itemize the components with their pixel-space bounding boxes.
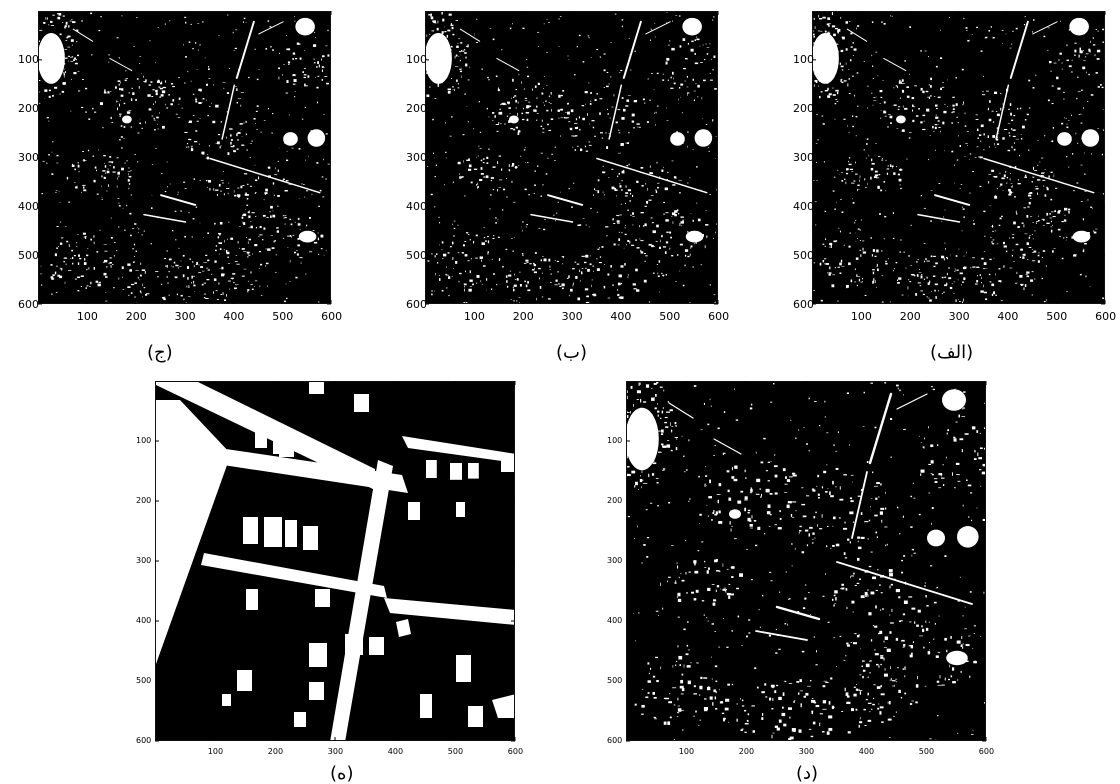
y-tick-label: 300 [406, 152, 427, 163]
x-tick-label: 600 [979, 748, 994, 756]
x-tick-label: 300 [175, 311, 196, 322]
y-tick-label: 100 [607, 437, 622, 445]
x-tick-label: 300 [799, 748, 814, 756]
mask-image [156, 382, 515, 741]
x-tick-label: 600 [1095, 311, 1116, 322]
mask-spots [38, 11, 331, 304]
y-tick-label: 500 [607, 677, 622, 685]
y-tick-label: 300 [607, 557, 622, 565]
y-tick-label: 100 [136, 437, 151, 445]
plot-area [155, 381, 515, 741]
y-tick-label: 400 [607, 617, 622, 625]
x-tick-label: 200 [739, 748, 754, 756]
y-tick-label: 600 [793, 299, 814, 310]
mask-image [627, 382, 986, 741]
x-tick-label: 200 [900, 311, 921, 322]
y-tick-label: 500 [793, 250, 814, 261]
y-tick-label: 200 [18, 103, 39, 114]
y-tick-label: 200 [406, 103, 427, 114]
y-tick-label: 500 [18, 250, 39, 261]
x-tick-label: 500 [919, 748, 934, 756]
y-tick-label: 100 [793, 54, 814, 65]
x-tick-label: 100 [208, 748, 223, 756]
mask-spots [812, 11, 1105, 304]
y-tick-label: 300 [136, 557, 151, 565]
x-tick-label: 500 [1046, 311, 1067, 322]
y-tick-label: 400 [136, 617, 151, 625]
x-tick-label: 100 [679, 748, 694, 756]
x-tick-label: 600 [708, 311, 729, 322]
x-tick-label: 200 [268, 748, 283, 756]
y-tick-label: 100 [406, 54, 427, 65]
y-tick-label: 200 [607, 497, 622, 505]
panel-caption: (ه) [330, 765, 353, 783]
x-tick-label: 500 [448, 748, 463, 756]
x-tick-label: 100 [851, 311, 872, 322]
panel-caption: (ب) [556, 344, 587, 362]
mask-image [426, 12, 718, 304]
x-tick-label: 100 [464, 311, 485, 322]
mask-spots [425, 12, 718, 304]
y-tick-label: 600 [607, 737, 622, 745]
x-tick-label: 200 [126, 311, 147, 322]
x-tick-label: 300 [949, 311, 970, 322]
mask-spots [626, 381, 986, 741]
x-tick-label: 400 [997, 311, 1018, 322]
y-tick-label: 100 [18, 54, 39, 65]
y-tick-label: 200 [136, 497, 151, 505]
panel-caption: (الف) [930, 344, 973, 362]
x-tick-label: 600 [321, 311, 342, 322]
y-tick-label: 600 [136, 737, 151, 745]
y-tick-label: 600 [18, 299, 39, 310]
x-tick-label: 400 [859, 748, 874, 756]
plot-area [812, 11, 1105, 304]
y-tick-label: 400 [406, 201, 427, 212]
plot-area [425, 11, 718, 304]
y-tick-label: 300 [793, 152, 814, 163]
x-tick-label: 400 [388, 748, 403, 756]
mask-image [813, 12, 1105, 304]
y-tick-label: 400 [18, 201, 39, 212]
x-tick-label: 500 [659, 311, 680, 322]
reference-map-shapes [156, 382, 515, 741]
y-tick-label: 400 [793, 201, 814, 212]
x-tick-label: 400 [610, 311, 631, 322]
x-tick-label: 400 [223, 311, 244, 322]
plot-area [626, 381, 986, 741]
mask-image [39, 12, 331, 304]
y-tick-label: 500 [136, 677, 151, 685]
panel-caption: (د) [796, 765, 818, 783]
x-tick-label: 100 [77, 311, 98, 322]
x-tick-label: 300 [328, 748, 343, 756]
x-tick-label: 200 [513, 311, 534, 322]
y-tick-label: 600 [406, 299, 427, 310]
panel-caption: (ج) [147, 344, 173, 362]
x-tick-label: 500 [272, 311, 293, 322]
y-tick-label: 300 [18, 152, 39, 163]
x-tick-label: 600 [508, 748, 523, 756]
y-tick-label: 500 [406, 250, 427, 261]
plot-area [38, 11, 331, 304]
y-tick-label: 200 [793, 103, 814, 114]
x-tick-label: 300 [562, 311, 583, 322]
